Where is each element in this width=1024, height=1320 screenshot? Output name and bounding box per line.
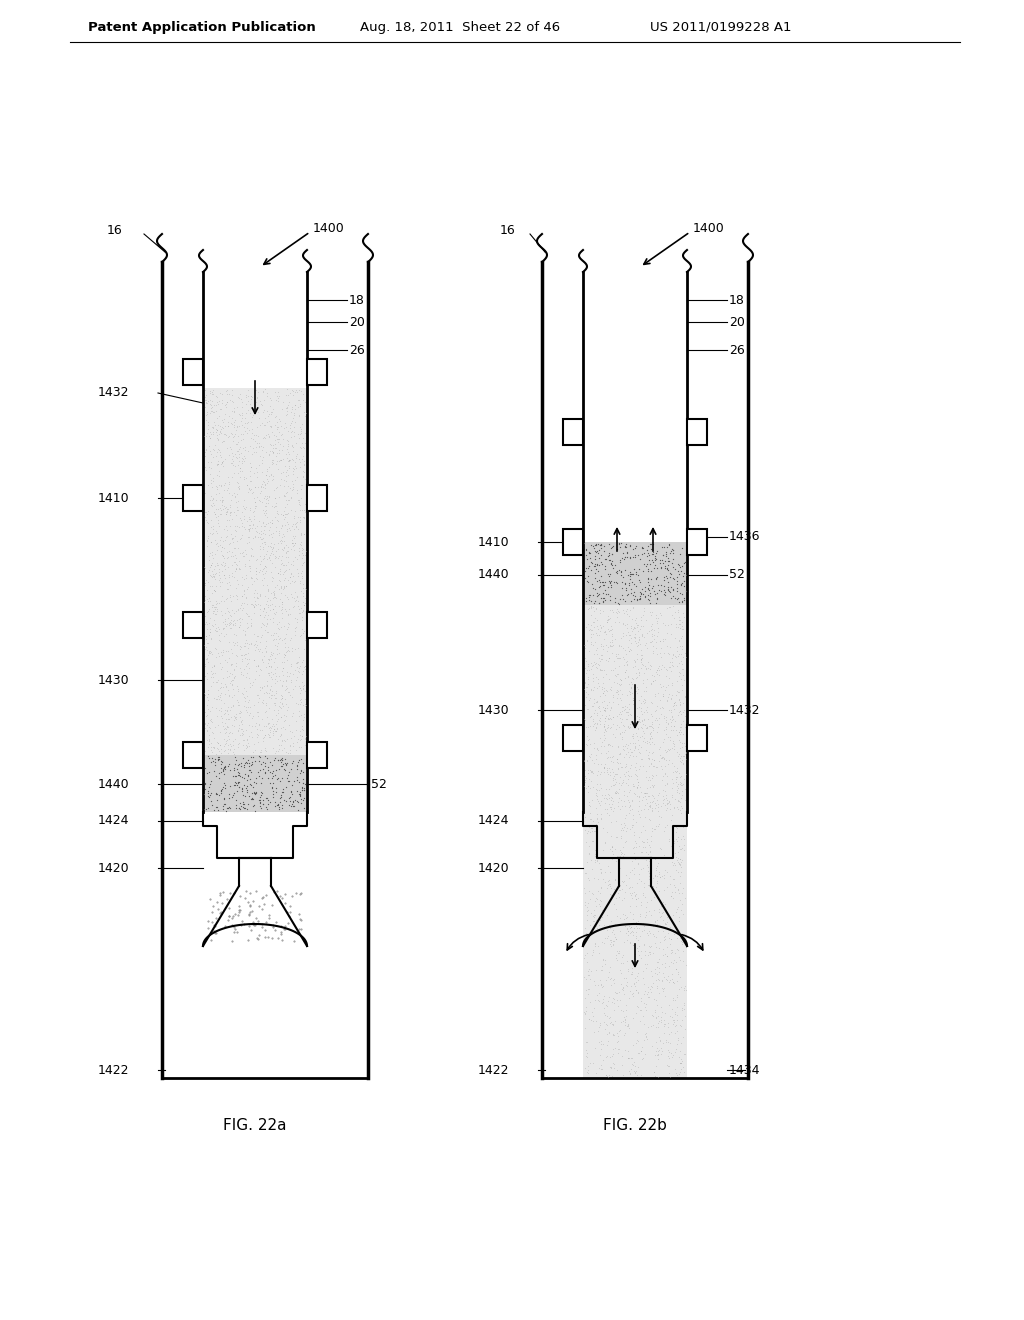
- Text: 1420: 1420: [98, 862, 130, 874]
- Bar: [183, 742, 203, 768]
- Text: 26: 26: [349, 343, 365, 356]
- Bar: [203, 755, 307, 812]
- Text: 1430: 1430: [98, 673, 130, 686]
- Bar: [687, 418, 707, 445]
- Bar: [307, 359, 327, 385]
- Text: 1432: 1432: [98, 387, 129, 400]
- Text: 1400: 1400: [693, 223, 725, 235]
- Text: 16: 16: [500, 223, 516, 236]
- Text: 1434: 1434: [729, 1064, 761, 1077]
- Bar: [307, 742, 327, 768]
- Bar: [307, 612, 327, 638]
- Text: 26: 26: [729, 343, 744, 356]
- Text: FIG. 22b: FIG. 22b: [603, 1118, 667, 1133]
- Bar: [563, 529, 583, 554]
- Text: 1432: 1432: [729, 704, 761, 717]
- Text: 1410: 1410: [98, 491, 130, 504]
- Text: Aug. 18, 2011  Sheet 22 of 46: Aug. 18, 2011 Sheet 22 of 46: [360, 21, 560, 33]
- Text: 1422: 1422: [478, 1064, 510, 1077]
- Text: Patent Application Publication: Patent Application Publication: [88, 21, 315, 33]
- Bar: [563, 725, 583, 751]
- Text: 20: 20: [349, 315, 365, 329]
- Text: 52: 52: [371, 777, 387, 791]
- Bar: [687, 529, 707, 554]
- Text: 1440: 1440: [478, 569, 510, 582]
- Bar: [583, 605, 687, 812]
- Bar: [183, 484, 203, 511]
- Bar: [183, 612, 203, 638]
- Text: 18: 18: [349, 293, 365, 306]
- Text: 18: 18: [729, 293, 744, 306]
- Text: 52: 52: [729, 569, 744, 582]
- Text: 1424: 1424: [478, 814, 510, 828]
- Bar: [583, 543, 687, 605]
- Text: 16: 16: [106, 223, 123, 236]
- Text: US 2011/0199228 A1: US 2011/0199228 A1: [650, 21, 792, 33]
- Bar: [687, 725, 707, 751]
- Text: 1410: 1410: [478, 536, 510, 549]
- Bar: [203, 388, 307, 755]
- Text: 1400: 1400: [313, 223, 345, 235]
- Text: 1440: 1440: [98, 777, 130, 791]
- Text: 20: 20: [729, 315, 744, 329]
- Text: 1424: 1424: [98, 814, 129, 828]
- Text: FIG. 22a: FIG. 22a: [223, 1118, 287, 1133]
- Bar: [183, 359, 203, 385]
- Bar: [563, 418, 583, 445]
- Text: 1420: 1420: [478, 862, 510, 874]
- Text: 1430: 1430: [478, 704, 510, 717]
- Bar: [307, 484, 327, 511]
- Text: 1436: 1436: [729, 531, 761, 544]
- Bar: [583, 812, 687, 1078]
- Text: 1422: 1422: [98, 1064, 129, 1077]
